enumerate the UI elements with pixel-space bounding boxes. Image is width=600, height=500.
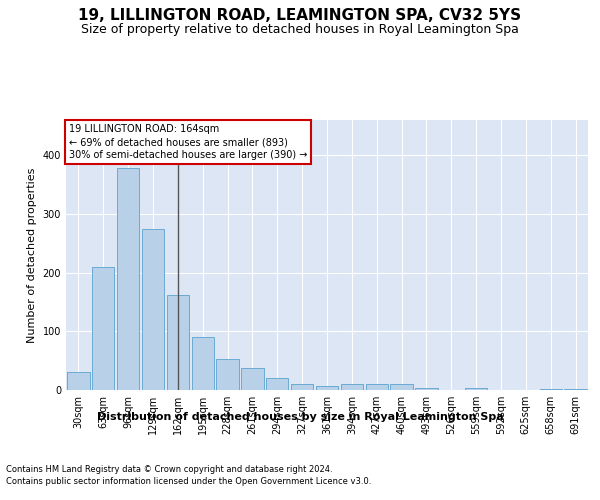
- Bar: [92, 266, 115, 390]
- Text: Contains HM Land Registry data © Crown copyright and database right 2024.: Contains HM Land Registry data © Crown c…: [6, 465, 332, 474]
- Bar: [365, 384, 388, 390]
- Text: Distribution of detached houses by size in Royal Leamington Spa: Distribution of detached houses by size …: [97, 412, 503, 422]
- Bar: [117, 168, 139, 390]
- Bar: [241, 368, 263, 390]
- Bar: [316, 386, 338, 390]
- Bar: [391, 384, 413, 390]
- Text: Contains public sector information licensed under the Open Government Licence v3: Contains public sector information licen…: [6, 478, 371, 486]
- Bar: [142, 228, 164, 390]
- Text: Size of property relative to detached houses in Royal Leamington Spa: Size of property relative to detached ho…: [81, 22, 519, 36]
- Bar: [191, 337, 214, 390]
- Text: 19 LILLINGTON ROAD: 164sqm
← 69% of detached houses are smaller (893)
30% of sem: 19 LILLINGTON ROAD: 164sqm ← 69% of deta…: [68, 124, 307, 160]
- Bar: [67, 372, 89, 390]
- Text: 19, LILLINGTON ROAD, LEAMINGTON SPA, CV32 5YS: 19, LILLINGTON ROAD, LEAMINGTON SPA, CV3…: [79, 8, 521, 22]
- Bar: [565, 389, 587, 390]
- Bar: [167, 295, 189, 390]
- Bar: [266, 378, 289, 390]
- Bar: [465, 388, 487, 390]
- Bar: [415, 388, 437, 390]
- Bar: [341, 384, 363, 390]
- Bar: [291, 384, 313, 390]
- Y-axis label: Number of detached properties: Number of detached properties: [27, 168, 37, 342]
- Bar: [217, 359, 239, 390]
